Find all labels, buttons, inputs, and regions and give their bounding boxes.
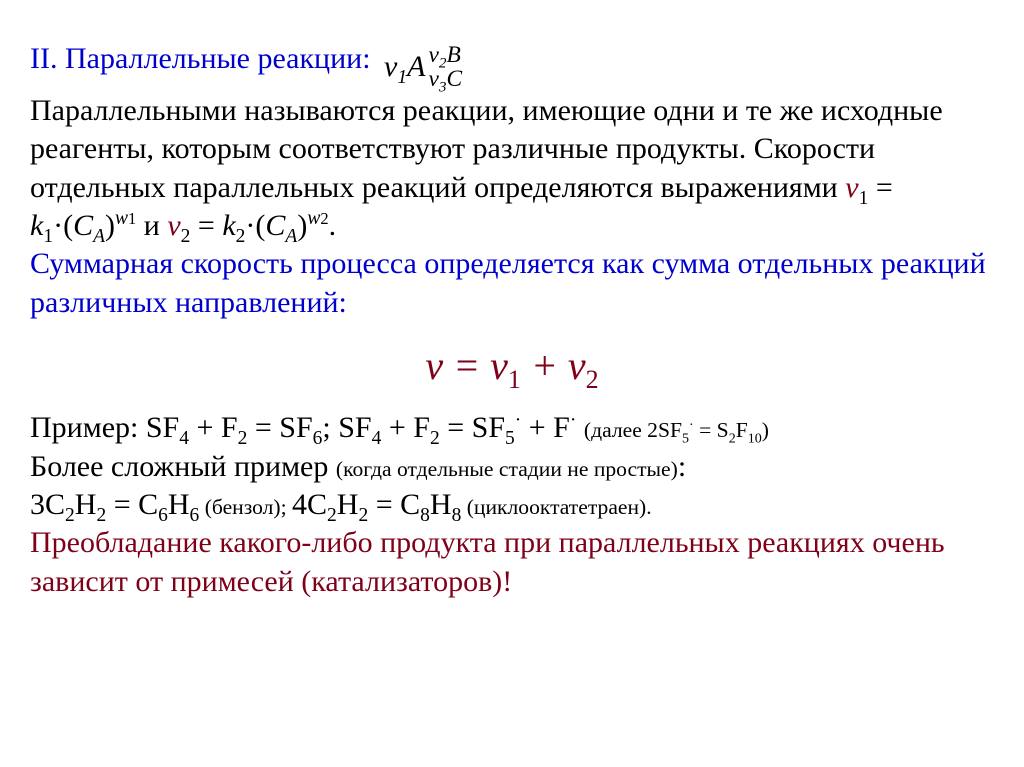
footer-note: Преобладание какого-либо продукта при па… bbox=[30, 524, 994, 601]
ex1-s5: 5 bbox=[505, 428, 515, 449]
rate1-ksub: 1 bbox=[43, 226, 53, 247]
scheme-products: ν2B ν3C bbox=[428, 43, 462, 92]
example-1: Пример: SF4 + F2 = SF6; SF4 + F2 = SF5· … bbox=[30, 409, 994, 447]
ex1-plus2: + F bbox=[381, 411, 430, 444]
ex2-s2d: 2 bbox=[358, 505, 368, 526]
slide-content: II. Параллельные реакции: ν1A ν2B ν3C Па… bbox=[0, 0, 1024, 631]
def-text-1: Параллельными называются реакции, имеющи… bbox=[30, 94, 943, 204]
ex1-note-s5: 5 bbox=[682, 431, 689, 447]
ex1-note-s2: 2 bbox=[729, 431, 736, 447]
ex2-3c: 3C bbox=[30, 488, 65, 521]
eq-plus: + bbox=[521, 343, 568, 388]
ex1-semi: ; SF bbox=[322, 411, 371, 444]
rate1-dot: ·( bbox=[53, 209, 73, 242]
ex2-colon: : bbox=[678, 450, 686, 483]
example-2-intro: Более сложный пример (когда отдельные ст… bbox=[30, 448, 994, 486]
scheme-reagent: ν1A bbox=[384, 48, 425, 86]
ex1-plusF: + F bbox=[521, 411, 570, 444]
rate2-wsub: 2 bbox=[320, 209, 328, 228]
ex2-eqc6: = C bbox=[106, 488, 158, 521]
ex2-h-c: H bbox=[337, 488, 359, 521]
ex2-h-a: H bbox=[75, 488, 97, 521]
rate2-vsub: 2 bbox=[181, 226, 191, 247]
ex1-note-b: = S bbox=[694, 418, 729, 442]
eq-s1: 1 bbox=[508, 365, 521, 394]
rate2-C: C bbox=[265, 209, 285, 242]
main-equation: v = v1 + v2 bbox=[30, 340, 994, 391]
rate2-close: ) bbox=[297, 209, 307, 242]
ex1-sf4a: SF bbox=[146, 411, 179, 444]
eq-eq: = bbox=[443, 343, 490, 388]
rate2-Csub: A bbox=[285, 226, 297, 247]
ex1-label: Пример: bbox=[30, 411, 146, 444]
ex1-note: (далее 2SF5· = S2F10) bbox=[584, 418, 769, 442]
ex1-s6: 6 bbox=[313, 428, 323, 449]
section-title: II. Параллельные реакции: bbox=[30, 42, 371, 75]
ex2-s6a: 6 bbox=[158, 505, 168, 526]
ex2-s2a: 2 bbox=[65, 505, 75, 526]
ex2-s6b: 6 bbox=[190, 505, 200, 526]
ex1-s2b: 2 bbox=[430, 428, 440, 449]
ex2-s8a: 8 bbox=[420, 505, 430, 526]
rate1-C: C bbox=[73, 209, 93, 242]
ex1-plus1: + F bbox=[189, 411, 238, 444]
eq-v1: v bbox=[490, 343, 508, 388]
ex1-note-s10: 10 bbox=[748, 431, 762, 447]
ex2-4c: 4C bbox=[292, 488, 327, 521]
rate2-v: v bbox=[167, 209, 180, 242]
rate2-w: w bbox=[307, 208, 320, 229]
ex1-rad2: · bbox=[570, 410, 577, 431]
rate1-vsub: 1 bbox=[859, 188, 869, 209]
rate2-eq: = bbox=[190, 209, 222, 242]
eq-v: v bbox=[425, 343, 443, 388]
rate1-eq: = bbox=[868, 171, 892, 204]
ex1-eqsf5: = SF bbox=[440, 411, 505, 444]
example-2-line: 3C2H2 = C6H6 (бензол); 4C2H2 = C8H8 (цик… bbox=[30, 486, 994, 524]
rate2-ksub: 2 bbox=[236, 226, 246, 247]
ex2-label: Более сложный пример bbox=[30, 450, 336, 483]
ex1-s4a: 4 bbox=[179, 428, 189, 449]
ex2-benz: (бензол); bbox=[199, 495, 292, 519]
rate1-close: ) bbox=[105, 209, 115, 242]
ex2-h-d: H bbox=[430, 488, 452, 521]
rate1-w: w bbox=[115, 208, 128, 229]
ex1-s4b: 4 bbox=[372, 428, 382, 449]
eq-s2: 2 bbox=[586, 365, 599, 394]
rate1-k: k bbox=[30, 209, 43, 242]
title-line: II. Параллельные реакции: ν1A ν2B ν3C bbox=[30, 40, 994, 92]
ex2-eqc8: = C bbox=[368, 488, 420, 521]
rate2-k: k bbox=[222, 209, 235, 242]
def-and: и bbox=[136, 209, 167, 242]
def-end: . bbox=[329, 209, 337, 242]
ex1-note-a: далее 2SF bbox=[591, 418, 682, 442]
ex1-note-c: F bbox=[736, 418, 748, 442]
ex2-s2b: 2 bbox=[96, 505, 106, 526]
eq-v2: v bbox=[568, 343, 586, 388]
summary-paragraph: Суммарная скорость процесса определяется… bbox=[30, 245, 994, 322]
ex2-note: (когда отдельные стадии не простые) bbox=[336, 457, 678, 481]
reaction-scheme: ν1A ν2B ν3C bbox=[384, 43, 462, 92]
ex1-eqsf6: = SF bbox=[247, 411, 312, 444]
rate1-v: v bbox=[845, 171, 858, 204]
ex1-s2a: 2 bbox=[238, 428, 248, 449]
ex2-s8b: 8 bbox=[452, 505, 462, 526]
rate2-dot: ·( bbox=[245, 209, 265, 242]
ex2-s2c: 2 bbox=[327, 505, 337, 526]
ex2-h-b: H bbox=[168, 488, 190, 521]
rate1-Csub: A bbox=[93, 226, 105, 247]
ex2-cyclo: (циклооктатетраен). bbox=[461, 495, 651, 519]
definition-paragraph: Параллельными называются реакции, имеющи… bbox=[30, 92, 994, 246]
